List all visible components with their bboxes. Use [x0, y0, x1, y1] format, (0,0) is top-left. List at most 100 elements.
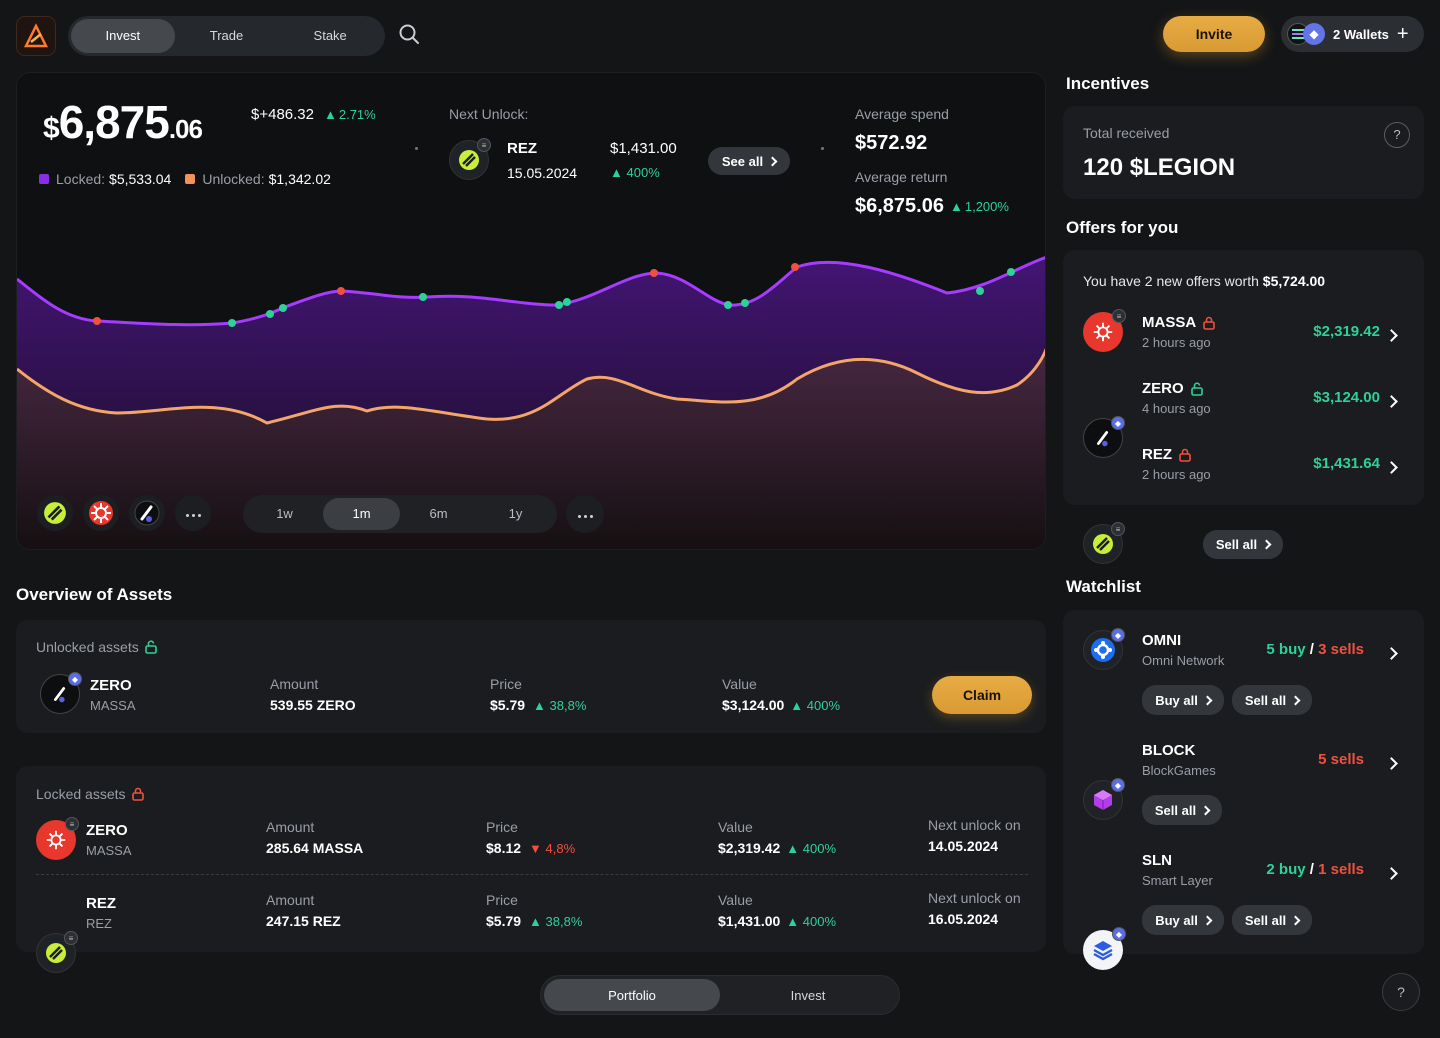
watchlist-open-button[interactable] — [1385, 865, 1398, 883]
unlocked-assets-title: Unlocked assets — [36, 639, 139, 655]
app-logo[interactable] — [16, 16, 56, 56]
massa-token-icon: ≡ — [1083, 309, 1126, 352]
more-tokens-button[interactable] — [175, 495, 211, 531]
offer-value: $1,431.64 — [1313, 455, 1380, 472]
see-all-button[interactable]: See all — [708, 147, 790, 175]
chevron-right-icon — [1290, 695, 1301, 705]
locked-asset-price: Price $8.12 ▼ 4,8% — [486, 819, 576, 856]
buy-marker — [279, 304, 287, 312]
sell-marker — [337, 287, 345, 295]
sell-all-button[interactable]: Sell all — [1232, 905, 1312, 935]
chart-range-tabs: 1w 1m 6m 1y — [243, 495, 557, 533]
wallets-label: 2 Wallets — [1333, 26, 1389, 42]
balance-legend: Locked: $5,533.04 Unlocked: $1,342.02 — [39, 171, 331, 187]
sell-marker — [93, 317, 101, 325]
sell-all-button[interactable]: Sell all — [1232, 685, 1312, 715]
chain-badge-icon: ≡ — [1112, 309, 1126, 323]
chevron-right-icon — [1385, 757, 1398, 770]
watchlist-open-button[interactable] — [1385, 645, 1398, 663]
range-6m[interactable]: 6m — [429, 506, 448, 521]
watchlist-open-button[interactable] — [1385, 755, 1398, 773]
rez-token-icon — [44, 502, 66, 524]
legion-logo-icon — [23, 23, 49, 48]
unlocked-assets-card: Unlocked assets ◆ ZERO MASSA Amount 539.… — [16, 620, 1046, 733]
sell-marker — [650, 269, 658, 277]
unlock-icon — [1190, 381, 1203, 396]
chevron-right-icon — [1261, 539, 1272, 550]
locked-asset-price: Price $5.79 ▲ 38,8% — [486, 892, 583, 929]
locked-assets-card: Locked assets ≡ ZERO MASSA Amount 285.64… — [16, 766, 1046, 973]
unlocked-asset-amount: Amount 539.55 ZERO — [270, 676, 356, 713]
rez-token-icon: ≡ — [36, 931, 78, 973]
range-1y[interactable]: 1y — [508, 506, 523, 521]
row-divider — [36, 874, 1028, 875]
search-icon — [399, 24, 419, 44]
watchlist-item-sln[interactable]: SLN Smart Layer — [1142, 852, 1213, 888]
sln-token-icon: ◆ — [1083, 927, 1126, 970]
buy-marker — [724, 301, 732, 309]
offer-open-button[interactable] — [1385, 459, 1398, 477]
offers-sell-all-button[interactable]: Sell all — [1203, 530, 1283, 559]
offer-item[interactable]: MASSA 2 hours ago — [1142, 314, 1216, 350]
tab-trade[interactable]: Trade — [209, 28, 244, 43]
block-token-icon: ◆ — [1083, 778, 1125, 820]
up-arrow-icon: ▲ — [323, 107, 337, 122]
unlocked-asset-name: ZERO MASSA — [90, 677, 136, 713]
buy-all-button[interactable]: Buy all — [1142, 905, 1224, 935]
chart-options-button[interactable] — [566, 495, 604, 533]
buy-marker — [1007, 268, 1015, 276]
sell-all-button[interactable]: Sell all — [1142, 795, 1222, 825]
eth-badge-icon: ◆ — [1111, 628, 1125, 642]
buy-all-button[interactable]: Buy all — [1142, 685, 1224, 715]
search-button[interactable] — [398, 23, 424, 49]
offer-item[interactable]: REZ 2 hours ago — [1142, 446, 1211, 482]
buy-marker — [266, 310, 274, 318]
invite-button[interactable]: Invite — [1163, 16, 1265, 52]
locked-asset-amount: Amount 247.15 REZ — [266, 892, 341, 929]
tab-portfolio[interactable]: Portfolio — [544, 979, 720, 1011]
omni-token-icon: ◆ — [1083, 628, 1125, 670]
incentives-help-button[interactable]: ? — [1384, 122, 1410, 148]
buy-marker — [741, 299, 749, 307]
offer-open-button[interactable] — [1385, 327, 1398, 345]
chain-badge-icon: ≡ — [64, 931, 78, 945]
range-1w[interactable]: 1w — [276, 506, 293, 521]
zero-filter-button[interactable] — [129, 495, 165, 531]
offers-intro: You have 2 new offers worth $5,724.00 — [1083, 273, 1326, 289]
locked-asset-value: Value $2,319.42 ▲ 400% — [718, 819, 837, 856]
watchlist-item-block[interactable]: BLOCK BlockGames — [1142, 742, 1216, 778]
tab-stake[interactable]: Stake — [313, 28, 347, 43]
range-1m[interactable]: 1m — [323, 498, 400, 530]
zero-token-icon: ◆ — [40, 672, 82, 714]
tab-invest[interactable]: Invest — [71, 19, 175, 53]
buy-marker — [228, 319, 236, 327]
chevron-right-icon — [1385, 395, 1398, 408]
next-unlock-token: REZ 15.05.2024 — [507, 140, 578, 181]
chevron-right-icon — [1385, 461, 1398, 474]
offers-card: You have 2 new offers worth $5,724.00 ≡ … — [1063, 250, 1424, 564]
massa-filter-button[interactable] — [83, 495, 119, 531]
total-balance: $6,875.06 — [43, 96, 203, 148]
tab-invest-bottom[interactable]: Invest — [790, 988, 826, 1003]
zero-token-icon: ◆ — [1083, 416, 1125, 458]
unlock-icon — [144, 640, 157, 654]
averages: Average spend $572.92 Average return $6,… — [855, 106, 1009, 217]
locked-assets-title: Locked assets — [36, 786, 126, 802]
incentives-card: Total received 120 $LEGION ? — [1063, 106, 1424, 199]
rez-filter-button[interactable] — [37, 495, 73, 531]
locked-asset-name: REZ REZ — [86, 895, 116, 931]
offer-item[interactable]: ZERO 4 hours ago — [1142, 380, 1211, 416]
chart-token-filters — [37, 495, 211, 531]
eth-badge-icon: ◆ — [1112, 927, 1126, 941]
help-button[interactable]: ? — [1382, 973, 1420, 1011]
locked-asset-value: Value $1,431.00 ▲ 400% — [718, 892, 837, 929]
wallets-button[interactable]: ◆ 2 Wallets + — [1281, 16, 1424, 52]
eth-badge-icon: ◆ — [68, 672, 82, 686]
offer-open-button[interactable] — [1385, 393, 1398, 411]
massa-token-icon: ≡ — [36, 817, 79, 860]
buy-marker — [555, 301, 563, 309]
claim-button[interactable]: Claim — [932, 676, 1032, 714]
locked-asset-amount: Amount 285.64 MASSA — [266, 819, 364, 856]
offer-value: $2,319.42 — [1313, 323, 1380, 340]
watchlist-item-omni[interactable]: OMNI Omni Network — [1142, 632, 1225, 668]
